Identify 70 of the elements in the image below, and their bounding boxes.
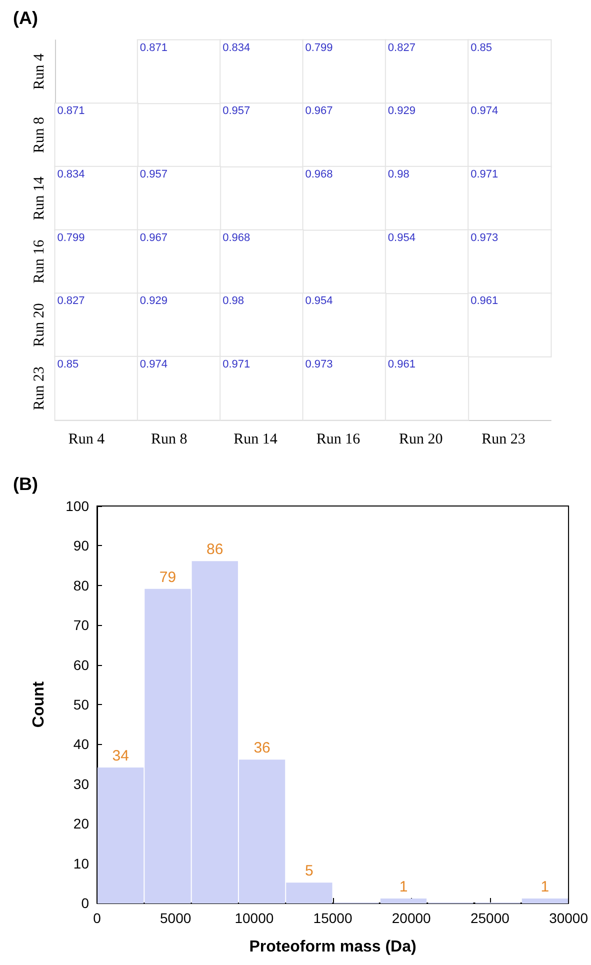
data-label: 34	[112, 748, 129, 765]
data-label: 0.961	[470, 295, 498, 308]
data-label: 0.968	[305, 168, 333, 180]
x-tick-label: 30000	[549, 910, 588, 926]
y-tick-label: 10	[73, 855, 90, 872]
x-tick-label: 10000	[234, 910, 274, 926]
x-tick-label: Run 20	[399, 432, 443, 448]
x-tick-label: Run 23	[482, 432, 526, 448]
y-tick-label: 80	[73, 577, 90, 594]
x-tick-label: 25000	[470, 910, 510, 926]
y-tick-label: 40	[73, 736, 90, 752]
data-label: 0.974	[140, 358, 168, 370]
data-label: 0.967	[140, 232, 168, 244]
data-label: 5	[305, 862, 314, 880]
x-tick-label: 0	[93, 910, 102, 926]
data-label: 0.974	[470, 105, 498, 118]
data-label: 0.968	[222, 232, 250, 244]
y-tick-label: 100	[66, 498, 90, 514]
data-label: 0.827	[57, 295, 85, 308]
y-tick-label: 70	[73, 617, 90, 634]
data-label: 0.973	[470, 232, 498, 244]
data-label: 0.929	[140, 295, 168, 308]
y-tick-label: Run 20	[32, 303, 48, 347]
data-label: 79	[159, 568, 176, 586]
data-label: 0.834	[57, 168, 85, 180]
data-label: 36	[254, 740, 270, 757]
y-tick-label: 0	[81, 895, 90, 911]
data-label: 0.834	[222, 42, 250, 54]
data-label: 0.799	[57, 232, 85, 244]
data-label: 1	[540, 878, 550, 896]
y-tick-label: 30	[73, 776, 90, 792]
x-axis-title: Proteoform mass (Da)	[249, 938, 416, 956]
data-label: 86	[206, 541, 224, 558]
data-label: 0.957	[140, 168, 168, 180]
data-label: 0.871	[57, 105, 85, 118]
y-tick-label: 20	[73, 816, 90, 832]
x-tick-label: 20000	[392, 910, 432, 926]
data-label: 0.929	[388, 105, 416, 118]
chart-title: (B)	[13, 474, 38, 494]
x-tick-label: Run 14	[234, 432, 278, 448]
y-tick-label: Run 8	[32, 116, 48, 154]
data-label: 0.971	[470, 168, 498, 180]
data-label: 0.971	[222, 358, 250, 370]
y-tick-label: 50	[73, 696, 90, 712]
data-label: 0.98	[388, 168, 410, 180]
y-tick-label: 90	[73, 538, 90, 554]
data-label: 0.973	[305, 358, 333, 370]
x-tick-label: 15000	[313, 910, 352, 926]
chart-title: (A)	[13, 8, 38, 28]
data-label: 0.967	[305, 105, 333, 118]
data-label: 0.954	[305, 295, 333, 308]
data-label: 0.98	[222, 295, 244, 308]
data-label: 0.799	[305, 42, 333, 54]
data-label: 0.871	[140, 42, 168, 54]
y-tick-label: 60	[73, 656, 90, 673]
data-label: 0.85	[470, 42, 492, 54]
y-tick-label: Run 14	[32, 176, 48, 220]
y-axis-title: Count	[30, 680, 48, 728]
x-tick-label: Run 16	[316, 432, 361, 448]
data-label: 0.954	[388, 232, 416, 244]
x-tick-label: 5000	[160, 910, 192, 926]
y-tick-label: Run 4	[32, 53, 48, 90]
data-label: 0.85	[57, 358, 79, 370]
data-label: 0.961	[388, 358, 416, 370]
y-tick-label: Run 23	[32, 366, 48, 410]
x-tick-label: Run 8	[151, 432, 188, 448]
data-label: 0.827	[388, 42, 416, 54]
data-label: 0.957	[222, 105, 250, 118]
y-tick-label: Run 16	[32, 239, 48, 284]
data-label: 1	[399, 878, 408, 896]
